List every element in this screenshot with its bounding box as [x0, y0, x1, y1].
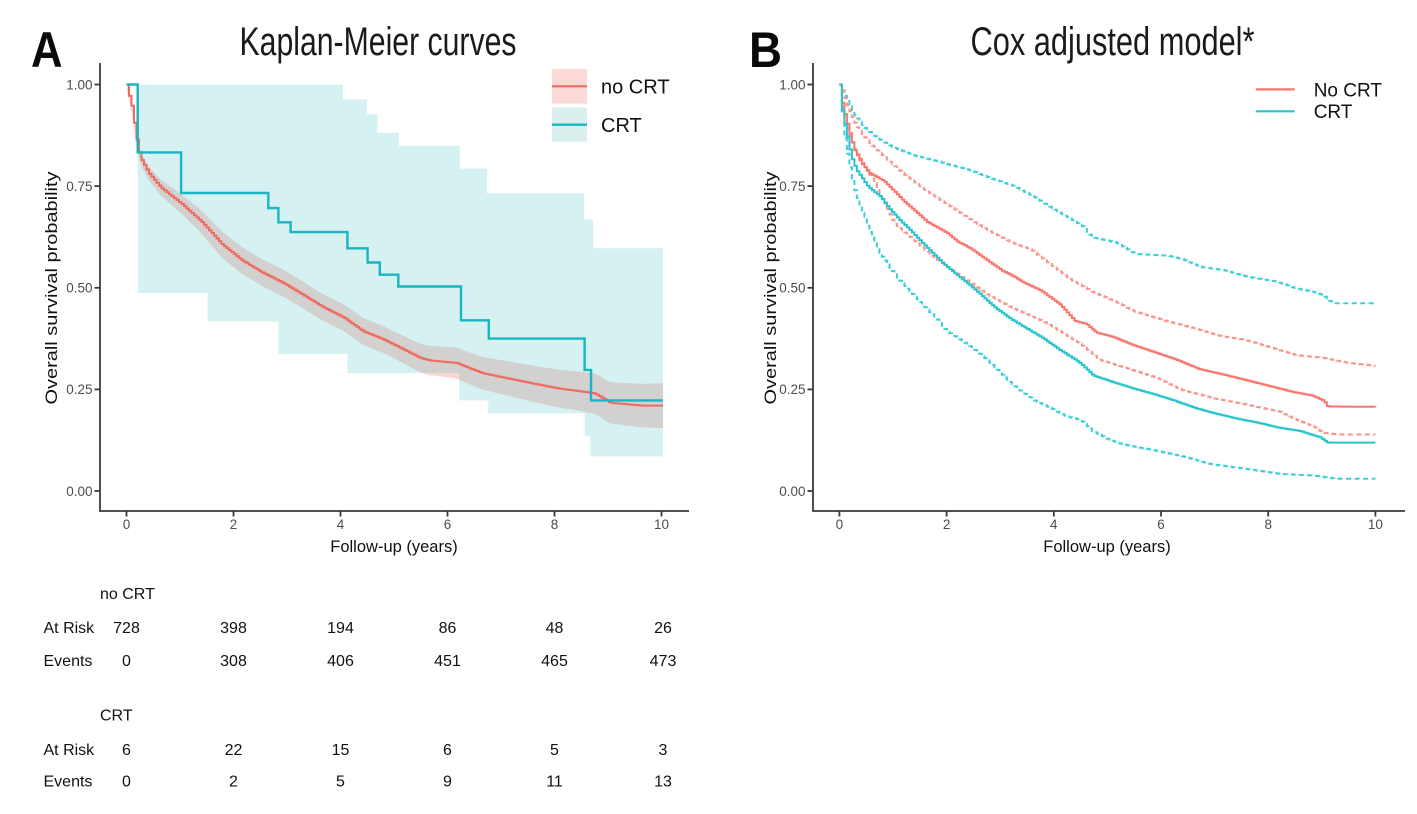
svg-text:728: 728	[113, 620, 140, 637]
svg-text:0.25: 0.25	[66, 382, 92, 397]
svg-text:0: 0	[836, 517, 844, 532]
svg-text:Cox adjusted model*: Cox adjusted model*	[971, 20, 1255, 64]
svg-text:308: 308	[220, 653, 247, 670]
svg-text:451: 451	[434, 653, 461, 670]
svg-text:B: B	[749, 22, 782, 78]
svg-text:6: 6	[444, 517, 452, 532]
svg-text:10: 10	[1368, 517, 1383, 532]
svg-text:13: 13	[654, 774, 672, 791]
svg-text:0.75: 0.75	[779, 179, 805, 194]
svg-text:4: 4	[1050, 517, 1058, 532]
svg-text:8: 8	[551, 517, 559, 532]
svg-text:A: A	[31, 22, 63, 78]
svg-text:0.25: 0.25	[779, 382, 805, 397]
svg-text:6: 6	[122, 742, 131, 759]
svg-text:8: 8	[1264, 517, 1272, 532]
svg-text:2: 2	[230, 517, 238, 532]
svg-text:0: 0	[123, 517, 131, 532]
svg-text:0.75: 0.75	[66, 179, 92, 194]
svg-text:2: 2	[229, 774, 238, 791]
svg-text:Overall survival probability: Overall survival probability	[762, 171, 780, 405]
svg-text:86: 86	[439, 620, 457, 637]
svg-text:406: 406	[327, 653, 354, 670]
svg-text:398: 398	[220, 620, 247, 637]
svg-text:Follow-up (years): Follow-up (years)	[330, 538, 457, 556]
svg-text:22: 22	[225, 742, 243, 759]
svg-text:0: 0	[122, 774, 131, 791]
svg-text:9: 9	[443, 774, 452, 791]
svg-text:Events: Events	[44, 774, 93, 791]
svg-text:1.00: 1.00	[66, 77, 92, 92]
svg-text:CRT: CRT	[601, 115, 642, 137]
svg-text:1.00: 1.00	[779, 77, 805, 92]
svg-text:15: 15	[332, 742, 350, 759]
svg-text:6: 6	[1157, 517, 1165, 532]
svg-text:Overall survival probability: Overall survival probability	[43, 171, 61, 405]
svg-text:No CRT: No CRT	[1314, 80, 1383, 101]
svg-text:2: 2	[943, 517, 951, 532]
svg-text:no CRT: no CRT	[601, 77, 670, 99]
svg-text:11: 11	[546, 774, 563, 791]
svg-text:0.50: 0.50	[779, 281, 805, 296]
svg-text:no CRT: no CRT	[100, 586, 155, 603]
svg-text:5: 5	[336, 774, 345, 791]
svg-text:0.00: 0.00	[66, 484, 92, 499]
svg-text:At Risk: At Risk	[44, 742, 96, 759]
svg-text:0.50: 0.50	[66, 281, 92, 296]
svg-text:Events: Events	[44, 653, 93, 670]
svg-text:473: 473	[650, 653, 677, 670]
svg-text:3: 3	[659, 742, 668, 759]
svg-text:4: 4	[337, 517, 345, 532]
svg-text:5: 5	[550, 742, 559, 759]
svg-text:0: 0	[122, 653, 131, 670]
svg-text:At Risk: At Risk	[44, 620, 96, 637]
svg-text:CRT: CRT	[100, 708, 133, 725]
svg-text:CRT: CRT	[1314, 102, 1353, 123]
svg-text:26: 26	[654, 620, 672, 637]
svg-text:0.00: 0.00	[779, 484, 805, 499]
svg-text:6: 6	[443, 742, 452, 759]
svg-text:194: 194	[327, 620, 354, 637]
svg-text:48: 48	[546, 620, 564, 637]
svg-text:465: 465	[541, 653, 568, 670]
svg-text:Kaplan-Meier curves: Kaplan-Meier curves	[240, 20, 517, 64]
svg-text:10: 10	[654, 517, 669, 532]
svg-text:Follow-up (years): Follow-up (years)	[1043, 538, 1170, 556]
